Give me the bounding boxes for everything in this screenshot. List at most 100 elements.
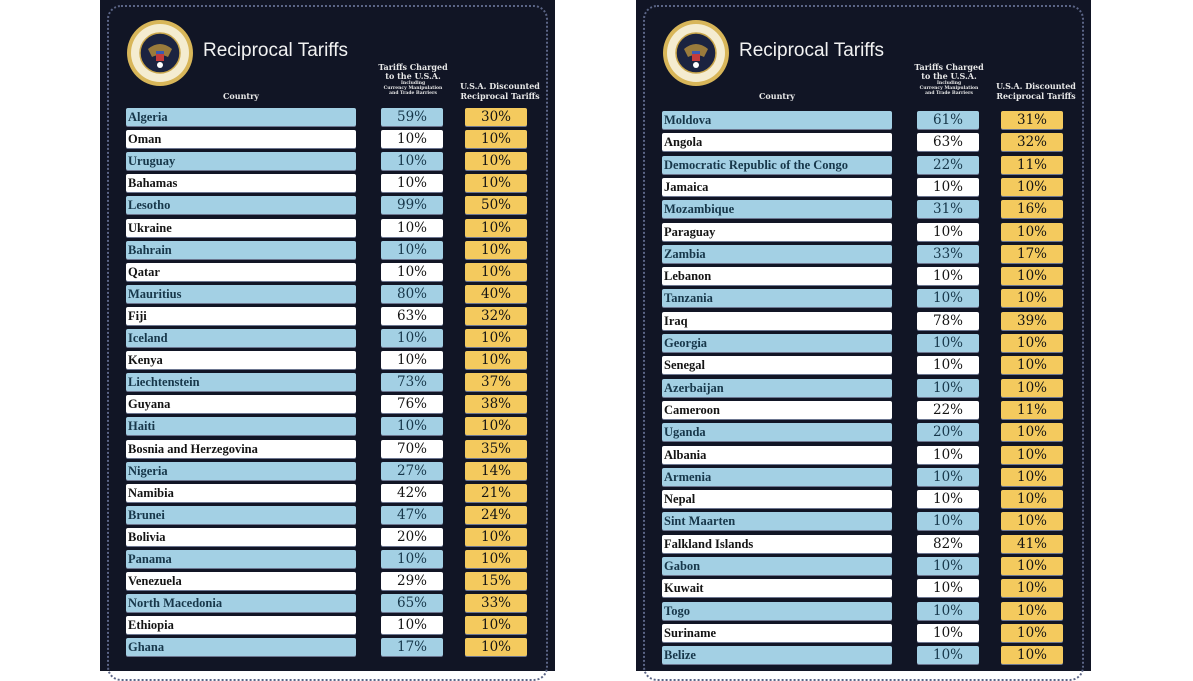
tariff-charged-cell: 10%: [917, 289, 979, 308]
table-row: Albania 10% 10%: [662, 445, 1064, 465]
table-row: Liechtenstein 73% 37%: [126, 373, 528, 392]
header-line: U.S.A. Discounted: [460, 81, 540, 91]
table-row: Nepal 10% 10%: [662, 490, 1064, 509]
table-row: Iraq 78% 39%: [662, 311, 1064, 331]
table-row: Uganda 20% 10%: [662, 423, 1064, 442]
discounted-tariff-cell: 10%: [1001, 177, 1063, 196]
table-row: Senegal 10% 10%: [662, 356, 1064, 375]
country-cell: Georgia: [662, 334, 892, 352]
country-cell: Ethiopia: [126, 616, 356, 635]
table-row: Bolivia 20% 10%: [126, 527, 528, 547]
discounted-tariff-cell: 41%: [1001, 534, 1063, 553]
discounted-tariff-cell: 10%: [465, 174, 527, 193]
table-row: Zambia 33% 17%: [662, 244, 1064, 264]
discounted-tariff-cell: 10%: [1001, 289, 1063, 308]
country-cell: Moldova: [662, 111, 892, 129]
country-cell: Senegal: [662, 356, 892, 375]
header-line: to the U.S.A.: [921, 71, 977, 81]
discounted-tariff-cell: 50%: [465, 196, 527, 215]
country-cell: Venezuela: [126, 572, 356, 591]
discounted-tariff-cell: 10%: [465, 130, 527, 149]
tariff-charged-cell: 10%: [381, 351, 443, 370]
discounted-tariff-cell: 10%: [1001, 557, 1063, 575]
country-cell: Bahrain: [126, 240, 356, 259]
country-cell: Uruguay: [126, 152, 356, 171]
discounted-tariff-cell: 30%: [465, 108, 527, 126]
table-row: Suriname 10% 10%: [662, 623, 1064, 643]
discounted-tariff-cell: 10%: [1001, 467, 1063, 486]
country-cell: Iceland: [126, 329, 356, 347]
page-title: Reciprocal Tariffs: [203, 40, 349, 61]
tariff-charged-cell: 82%: [917, 534, 979, 553]
discounted-tariff-cell: 32%: [1001, 133, 1063, 152]
tariff-charged-cell: 10%: [381, 550, 443, 568]
country-cell: Sint Maarten: [662, 512, 892, 531]
tariff-charged-cell: 17%: [381, 638, 443, 657]
tariff-charged-cell: 61%: [917, 111, 979, 129]
discounted-tariff-cell: 10%: [465, 152, 527, 171]
discounted-tariff-cell: 10%: [465, 527, 527, 546]
table-row: Azerbaijan 10% 10%: [662, 378, 1064, 398]
table-row: Sint Maarten 10% 10%: [662, 512, 1064, 531]
country-cell: Gabon: [662, 557, 892, 575]
table-row: Belize 10% 10%: [662, 646, 1064, 665]
table-row: Mozambique 31% 16%: [662, 200, 1064, 219]
tariff-charged-cell: 10%: [917, 445, 979, 464]
header-line: Reciprocal Tariffs: [460, 91, 540, 101]
country-cell: North Macedonia: [126, 594, 356, 613]
discounted-tariff-cell: 10%: [465, 262, 527, 281]
discounted-tariff-cell: 40%: [465, 284, 527, 303]
tariff-charged-cell: 22%: [917, 400, 979, 419]
discounted-tariff-cell: 10%: [465, 638, 527, 657]
country-cell: Suriname: [662, 623, 892, 642]
discounted-tariff-cell: 33%: [465, 594, 527, 613]
country-cell: Bosnia and Herzegovina: [126, 439, 356, 458]
country-cell: Cameroon: [662, 400, 892, 419]
page-title: Reciprocal Tariffs: [739, 40, 885, 61]
discounted-tariff-cell: 17%: [1001, 244, 1063, 263]
discounted-tariff-cell: 10%: [465, 417, 527, 436]
header-line: Reciprocal Tariffs: [996, 91, 1076, 101]
discounted-tariff-cell: 35%: [465, 439, 527, 458]
tariff-charged-cell: 20%: [381, 527, 443, 546]
tariff-charged-cell: 78%: [917, 311, 979, 330]
tariff-charged-cell: 10%: [917, 267, 979, 286]
table-row: Lebanon 10% 10%: [662, 267, 1064, 286]
country-cell: Lesotho: [126, 196, 356, 215]
country-cell: Kenya: [126, 351, 356, 370]
table-row: Georgia 10% 10%: [662, 334, 1064, 353]
table-row: Angola 63% 32%: [662, 133, 1064, 152]
discounted-tariff-cell: 10%: [1001, 646, 1063, 665]
tariff-charged-cell: 10%: [381, 174, 443, 193]
tariff-charged-cell: 10%: [381, 616, 443, 635]
country-cell: Jamaica: [662, 177, 892, 196]
table-row: Democratic Republic of the Congo 22% 11%: [662, 155, 1064, 175]
discounted-tariff-cell: 10%: [465, 218, 527, 237]
discounted-tariff-cell: 10%: [1001, 356, 1063, 375]
tariff-charged-cell: 76%: [381, 395, 443, 414]
country-cell: Tanzania: [662, 289, 892, 308]
discounted-tariff-cell: 10%: [1001, 445, 1063, 464]
tariff-charged-cell: 63%: [381, 306, 443, 325]
tariff-charged-cell: 99%: [381, 196, 443, 215]
tariff-charged-cell: 33%: [917, 244, 979, 263]
country-cell: Oman: [126, 130, 356, 149]
discounted-tariff-cell: 10%: [1001, 623, 1063, 642]
table-row: Falkland Islands 82% 41%: [662, 534, 1064, 554]
header-subline: and Trade Barriers: [925, 91, 973, 96]
tariff-charged-cell: 10%: [381, 130, 443, 149]
tariff-charged-cell: 10%: [917, 646, 979, 665]
country-cell: Bolivia: [126, 527, 356, 546]
discounted-tariff-cell: 14%: [465, 461, 527, 480]
country-cell: Togo: [662, 601, 892, 620]
header-line: Tariffs Charged: [914, 62, 984, 72]
table-row: North Macedonia 65% 33%: [126, 594, 528, 613]
header-line: to the U.S.A.: [385, 71, 441, 81]
table-row: Ethiopia 10% 10%: [126, 616, 528, 635]
tariff-charged-cell: 47%: [381, 505, 443, 524]
discounted-tariff-cell: 37%: [465, 373, 527, 392]
country-cell: Qatar: [126, 262, 356, 281]
discounted-tariff-cell: 10%: [465, 351, 527, 370]
discounted-tariff-cell: 10%: [465, 550, 527, 568]
table-row: Haiti 10% 10%: [126, 417, 528, 436]
